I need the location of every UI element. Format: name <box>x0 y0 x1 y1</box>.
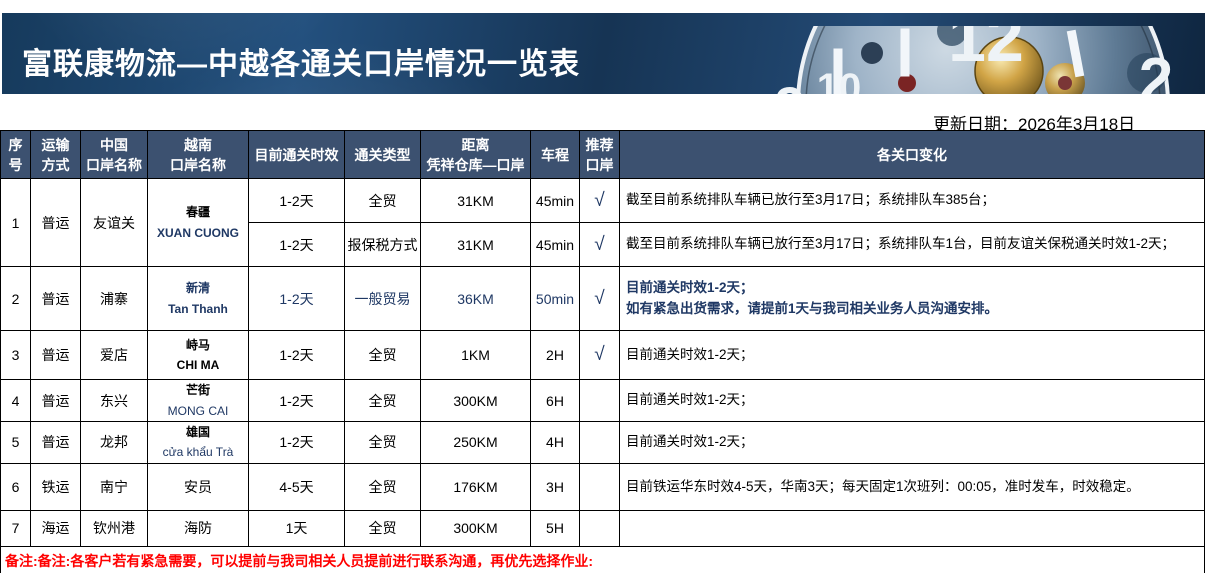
svg-text:9: 9 <box>774 75 805 94</box>
svg-text:12: 12 <box>948 13 1024 76</box>
svg-text:10: 10 <box>817 66 862 94</box>
svg-text:2: 2 <box>1139 46 1173 94</box>
